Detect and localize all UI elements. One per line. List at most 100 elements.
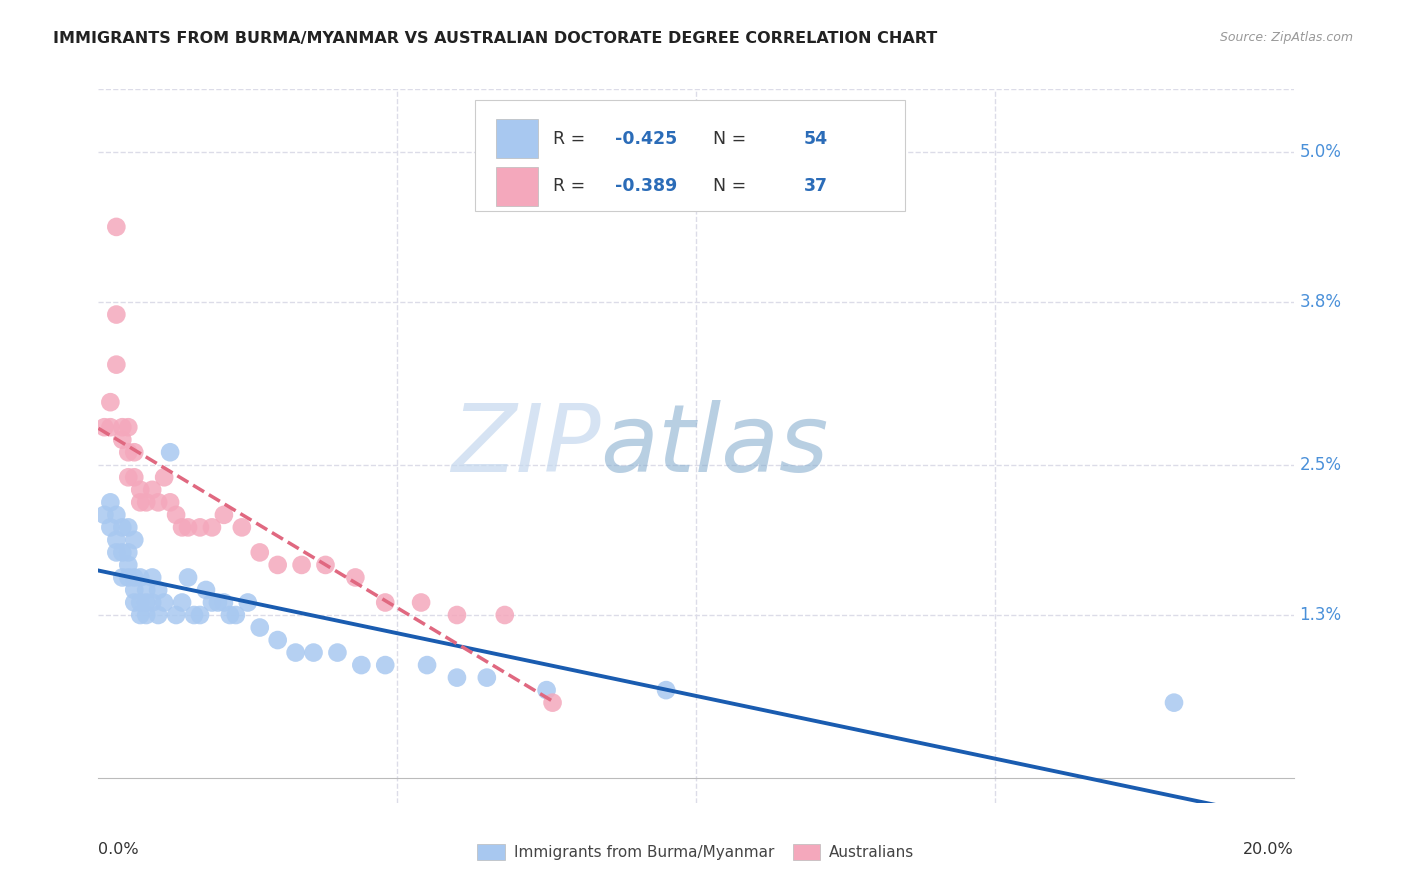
Point [374, 658, 396, 673]
Text: -0.389: -0.389 [614, 178, 676, 195]
Point [117, 470, 139, 484]
Point [291, 558, 314, 572]
Text: N =: N = [702, 129, 752, 147]
Point [148, 495, 170, 509]
Point [212, 595, 235, 609]
Point [655, 683, 678, 698]
Point [1163, 696, 1185, 710]
Point [494, 607, 516, 622]
Point [135, 582, 157, 597]
Point [124, 445, 146, 459]
Point [105, 358, 128, 372]
Text: 37: 37 [804, 178, 828, 195]
Text: R =: R = [553, 129, 591, 147]
Point [98, 520, 122, 534]
Point [129, 495, 152, 509]
Point [188, 520, 211, 534]
Point [231, 520, 253, 534]
Point [249, 621, 271, 635]
Point [124, 582, 146, 597]
Text: Source: ZipAtlas.com: Source: ZipAtlas.com [1219, 31, 1353, 45]
Point [201, 520, 224, 534]
Point [105, 219, 128, 234]
Text: 0.0%: 0.0% [98, 842, 139, 857]
Text: 2.5%: 2.5% [1299, 456, 1341, 474]
Point [302, 646, 325, 660]
Point [416, 658, 439, 673]
Text: 1.3%: 1.3% [1299, 606, 1341, 624]
Point [267, 558, 290, 572]
Point [536, 683, 558, 698]
FancyBboxPatch shape [475, 100, 905, 211]
Bar [496, 167, 538, 206]
Point [249, 545, 271, 559]
Point [374, 595, 396, 609]
Point [188, 607, 211, 622]
Point [315, 558, 337, 572]
Text: -0.425: -0.425 [614, 129, 676, 147]
Text: atlas: atlas [600, 401, 828, 491]
Text: 3.8%: 3.8% [1299, 293, 1341, 311]
Legend: Immigrants from Burma/Myanmar, Australians: Immigrants from Burma/Myanmar, Australia… [471, 838, 921, 866]
Point [177, 520, 200, 534]
Point [236, 595, 259, 609]
Point [153, 470, 176, 484]
Text: 54: 54 [804, 129, 828, 147]
Point [135, 495, 157, 509]
Point [183, 607, 205, 622]
Point [172, 595, 194, 609]
Point [267, 633, 290, 648]
Point [159, 495, 181, 509]
Point [446, 671, 468, 685]
Point [201, 595, 224, 609]
Bar [496, 119, 538, 158]
Text: ZIP: ZIP [451, 401, 600, 491]
Point [105, 508, 128, 522]
Point [326, 646, 349, 660]
Point [177, 570, 200, 584]
Point [541, 696, 564, 710]
Text: IMMIGRANTS FROM BURMA/MYANMAR VS AUSTRALIAN DOCTORATE DEGREE CORRELATION CHART: IMMIGRANTS FROM BURMA/MYANMAR VS AUSTRAL… [53, 31, 938, 46]
Point [98, 395, 122, 409]
Point [105, 308, 128, 322]
Text: 5.0%: 5.0% [1299, 143, 1341, 161]
Point [124, 533, 146, 547]
Point [219, 607, 242, 622]
Point [148, 582, 170, 597]
Point [124, 595, 146, 609]
Point [117, 545, 139, 559]
Point [195, 582, 218, 597]
Point [117, 520, 139, 534]
Text: 20.0%: 20.0% [1243, 842, 1294, 857]
Point [124, 470, 146, 484]
Point [344, 570, 367, 584]
Point [124, 570, 146, 584]
Point [117, 420, 139, 434]
Point [350, 658, 373, 673]
Point [411, 595, 433, 609]
Point [117, 558, 139, 572]
Point [159, 445, 181, 459]
Point [135, 595, 157, 609]
Point [98, 495, 122, 509]
Point [129, 595, 152, 609]
Point [141, 570, 163, 584]
Point [129, 570, 152, 584]
Point [446, 607, 468, 622]
Point [129, 607, 152, 622]
Point [212, 508, 235, 522]
Point [111, 570, 134, 584]
Point [207, 595, 229, 609]
Point [111, 545, 134, 559]
Text: R =: R = [553, 178, 591, 195]
Point [117, 570, 139, 584]
Point [129, 483, 152, 497]
Point [165, 607, 187, 622]
Point [111, 433, 134, 447]
Point [105, 533, 128, 547]
Point [105, 545, 128, 559]
Text: N =: N = [702, 178, 752, 195]
Point [165, 508, 187, 522]
Point [135, 607, 157, 622]
Point [225, 607, 247, 622]
